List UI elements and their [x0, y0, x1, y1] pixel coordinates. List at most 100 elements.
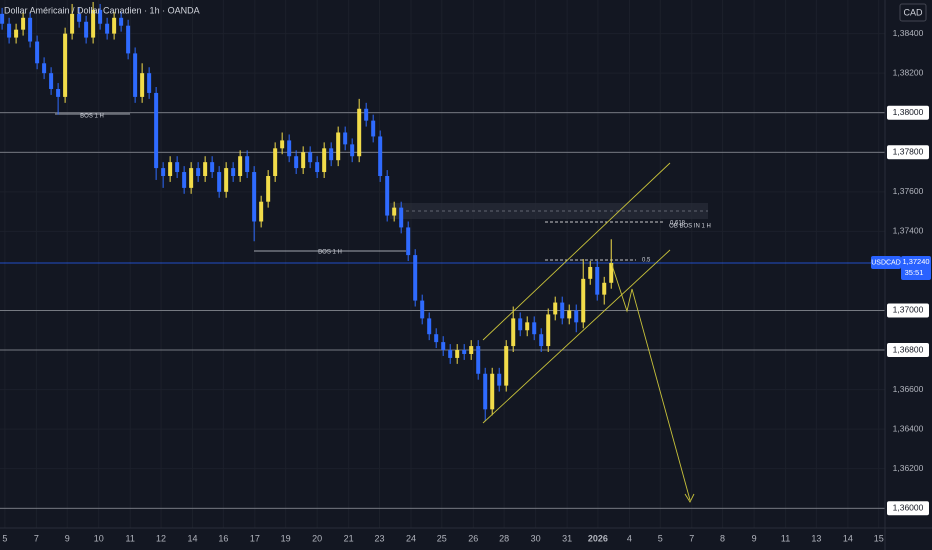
candle-body — [609, 263, 614, 283]
candle-body — [441, 342, 446, 351]
x-tick-label: 14 — [188, 533, 198, 543]
axes: 5 7 9 10 11 12 14 16 17 19 20 21 23 24 25 26 28 30 31 2026 4… — [2, 28, 931, 543]
y-tick-label: 1,38400 — [893, 28, 924, 38]
candle-body — [413, 255, 418, 301]
candle-body — [595, 266, 600, 295]
arrow-head — [684, 493, 695, 503]
candle-body — [469, 346, 474, 354]
x-tick-label: 13 — [811, 533, 821, 543]
candle-body — [231, 168, 236, 176]
candle-body — [280, 140, 285, 149]
candle-body — [504, 346, 509, 386]
candle-body — [315, 162, 320, 173]
candle-body — [308, 152, 313, 163]
candle-body — [476, 346, 481, 374]
candle-body — [574, 310, 579, 323]
candle-body — [35, 41, 40, 64]
candle-body — [21, 17, 26, 30]
y-tick-label: 1,36000 — [893, 502, 924, 512]
x-tick-label: 15 — [874, 533, 884, 543]
candle-body — [483, 373, 488, 410]
candle-body — [119, 17, 124, 26]
candle-body — [602, 282, 607, 295]
candle-body — [497, 373, 502, 386]
candle-body — [273, 148, 278, 176]
candle-body — [329, 148, 334, 161]
candle-body — [567, 310, 572, 319]
candle-body — [371, 120, 376, 137]
candle-body — [336, 132, 341, 161]
symbol: USDCAD — [871, 259, 901, 266]
candle-body — [70, 13, 75, 34]
candle-body — [399, 207, 404, 228]
candle-body — [455, 350, 460, 358]
candle-body — [434, 334, 439, 343]
candle-body — [196, 168, 201, 176]
candle-body — [462, 350, 467, 354]
candle-body — [63, 33, 68, 97]
candle-body — [588, 266, 593, 279]
y-tick-label: 1,38200 — [893, 67, 924, 77]
fib-label: 0.5 — [642, 258, 651, 264]
x-tick-label: 17 — [250, 533, 260, 543]
candle-body — [210, 162, 215, 173]
x-axis-strip — [0, 528, 932, 550]
candle-body — [91, 9, 96, 38]
x-tick-label: 30 — [531, 533, 541, 543]
channel-lower — [482, 249, 671, 424]
x-tick-label: 2026 — [588, 533, 608, 543]
x-tick-label: 9 — [65, 533, 70, 543]
candle-body — [427, 318, 432, 335]
candle-body — [378, 136, 383, 176]
candle-body — [546, 314, 551, 347]
candle-body — [581, 278, 586, 323]
annotation: OB BOS IN 1 H — [669, 224, 711, 230]
projection-arrow — [610, 261, 691, 501]
candle-body — [392, 207, 397, 216]
candle-body — [56, 88, 61, 97]
x-tick-label: 20 — [312, 533, 322, 543]
candle-body — [245, 156, 250, 173]
candle-body — [539, 334, 544, 347]
candle-body — [28, 17, 33, 42]
x-tick-label: 5 — [658, 533, 663, 543]
level-price-box — [887, 343, 929, 358]
annotation: BOS 1 H — [80, 114, 104, 120]
candle-body — [287, 140, 292, 157]
candle-body — [84, 21, 89, 38]
x-tick-label: 28 — [499, 533, 509, 543]
x-tick-label: 7 — [689, 533, 694, 543]
candle-body — [7, 23, 12, 38]
fib-label: 0.618 — [670, 221, 686, 227]
x-tick-label: 7 — [34, 533, 39, 543]
x-tick-label: 21 — [344, 533, 354, 543]
x-tick-label: 31 — [562, 533, 572, 543]
x-tick-label: 4 — [627, 533, 632, 543]
currency[interactable]: CAD — [903, 7, 923, 17]
candle-body — [112, 17, 117, 34]
candle-body — [14, 29, 19, 38]
candle-body — [42, 63, 47, 74]
candle-body — [259, 201, 264, 222]
x-tick-label: 24 — [406, 533, 416, 543]
candle-body — [161, 168, 166, 176]
y-tick-label: 1,36200 — [893, 463, 924, 473]
candle-body — [525, 322, 530, 331]
candle-body — [350, 144, 355, 157]
level-price-box — [887, 105, 929, 120]
candle-body — [133, 53, 138, 97]
candle-body — [49, 73, 54, 89]
level-price-box — [887, 501, 929, 516]
candle-body — [518, 318, 523, 331]
candle-body — [77, 13, 82, 22]
candle-body — [224, 168, 229, 192]
candle-body — [147, 73, 152, 93]
currency-box[interactable] — [899, 3, 927, 22]
candle-body — [154, 92, 159, 169]
candle-body — [168, 162, 173, 176]
candle-body — [553, 302, 558, 315]
x-tick-label: 5 — [2, 533, 7, 543]
